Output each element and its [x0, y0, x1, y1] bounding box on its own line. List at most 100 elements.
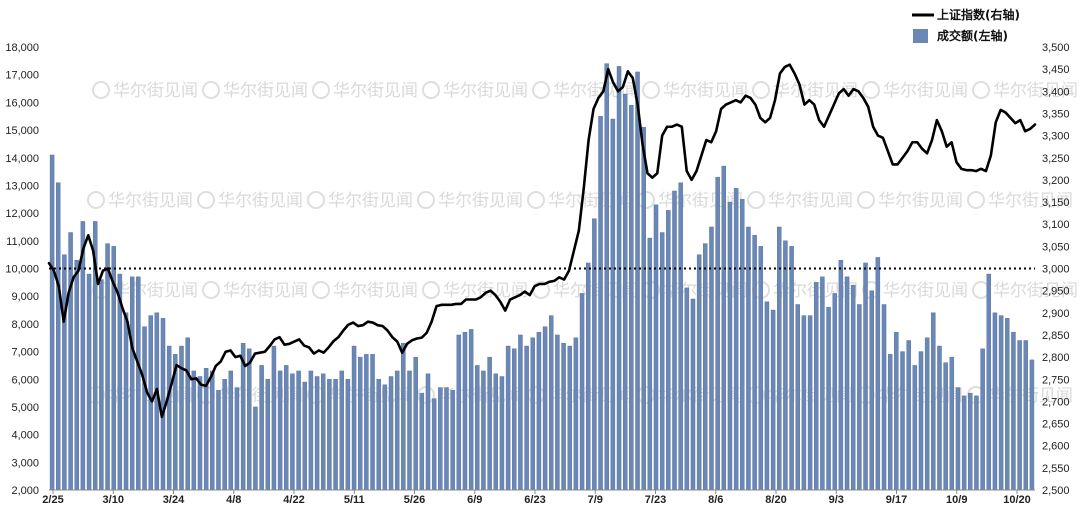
turnover-bar — [394, 370, 400, 491]
turnover-bar — [518, 334, 523, 491]
turnover-bar — [468, 329, 474, 491]
turnover-bar — [505, 345, 511, 491]
left-tick-label: 16,000 — [5, 97, 39, 109]
watermark-logo — [527, 191, 545, 209]
turnover-bar — [284, 365, 289, 491]
turnover-bar — [641, 127, 646, 491]
turnover-bar — [148, 315, 153, 491]
right-tick-label: 3,200 — [1042, 175, 1070, 187]
turnover-bar — [105, 243, 110, 491]
watermark-text: 华尔街见闻 — [883, 81, 968, 101]
right-tick-label: 2,900 — [1042, 308, 1070, 320]
watermark-logo — [747, 191, 765, 209]
turnover-bar — [222, 379, 227, 491]
watermark-text: 华尔街见闻 — [333, 281, 418, 301]
turnover-bar — [56, 182, 61, 491]
legend-bar-swatch — [913, 29, 928, 43]
watermark-logo — [202, 81, 220, 99]
x-tick-label: 8/6 — [708, 494, 723, 506]
turnover-bar — [887, 354, 893, 491]
right-tick-label: 3,300 — [1042, 131, 1070, 143]
turnover-bar — [259, 365, 264, 491]
turnover-bar — [820, 276, 825, 491]
turnover-bar — [696, 254, 702, 491]
turnover-bar — [918, 351, 924, 491]
turnover-bar — [542, 326, 548, 491]
turnover-bar — [807, 315, 813, 491]
turnover-bar — [68, 232, 73, 491]
turnover-bar — [561, 343, 566, 491]
turnover-bar — [684, 287, 690, 491]
turnover-bar — [1023, 340, 1028, 491]
turnover-bar — [357, 356, 363, 491]
watermark-text: 华尔街见闻 — [768, 191, 853, 211]
turnover-bar — [666, 210, 671, 491]
turnover-bar — [512, 348, 517, 491]
x-axis: 2/25 3/10 3/24 4/8 4/22 5/11 5/26 6/9 6/23 7/9 7/2… — [42, 490, 1031, 506]
turnover-bar — [351, 345, 357, 491]
turnover-bar — [746, 226, 751, 491]
turnover-bar — [99, 279, 104, 491]
right-tick-label: 3,100 — [1042, 219, 1070, 231]
turnover-bar — [579, 293, 585, 491]
right-tick-label: 2,750 — [1042, 374, 1070, 386]
turnover-bar — [961, 395, 967, 491]
turnover-bar — [444, 387, 449, 491]
turnover-bar — [419, 392, 425, 491]
turnover-bar — [647, 237, 653, 491]
turnover-bar — [86, 273, 92, 491]
turnover-bar — [321, 373, 326, 491]
turnover-bar — [869, 290, 874, 491]
turnover-bar — [832, 293, 837, 491]
turnover-bar — [659, 232, 665, 491]
turnover-bar — [727, 201, 733, 491]
left-tick-label: 11,000 — [6, 236, 39, 248]
legend: 上证指数(右轴) 成交额(左轴) — [912, 7, 1020, 43]
right-tick-label: 3,000 — [1042, 264, 1070, 276]
turnover-bar — [690, 298, 696, 491]
turnover-bar — [857, 304, 862, 491]
turnover-bar — [290, 373, 295, 491]
x-tick-label: 4/22 — [283, 494, 304, 506]
turnover-bar — [314, 376, 320, 491]
turnover-bar — [388, 376, 394, 491]
left-tick-label: 12,000 — [5, 208, 39, 220]
watermark-logo — [312, 281, 330, 299]
turnover-bar — [499, 376, 505, 491]
left-tick-label: 9,000 — [11, 291, 39, 303]
turnover-bar — [740, 199, 745, 491]
turnover-bar — [622, 93, 628, 491]
turnover-bar — [456, 334, 462, 491]
turnover-bar — [850, 284, 856, 491]
watermark-logo — [417, 191, 435, 209]
watermark-text: 华尔街见闻 — [988, 191, 1073, 211]
x-tick-label: 6/23 — [524, 494, 545, 506]
turnover-bar — [555, 334, 560, 491]
turnover-bar — [234, 387, 240, 491]
turnover-bar — [968, 392, 973, 491]
turnover-bar — [271, 345, 277, 491]
turnover-bar — [709, 226, 714, 491]
left-tick-label: 10,000 — [5, 264, 39, 276]
turnover-bar — [530, 337, 535, 491]
watermark-text: 华尔街见闻 — [223, 281, 308, 301]
watermark-logo — [87, 191, 105, 209]
turnover-bar — [475, 365, 480, 491]
watermark-logo — [642, 81, 660, 99]
watermark-text: 华尔街见闻 — [113, 281, 198, 301]
left-tick-label: 17,000 — [5, 70, 39, 82]
turnover-bar — [265, 379, 271, 491]
x-tick-label: 5/11 — [344, 494, 365, 506]
index-line — [47, 63, 1037, 419]
turnover-bar — [795, 304, 800, 491]
turnover-bar — [123, 312, 129, 491]
turnover-bar — [191, 370, 197, 491]
watermark-text: 华尔街见闻 — [553, 81, 638, 101]
turnover-bar — [635, 71, 640, 491]
turnover-bar — [770, 309, 776, 491]
right-axis: 2,500 2,550 2,600 2,650 2,700 2,750 2,800 2,850… — [1042, 42, 1070, 497]
watermark-text: 华尔街见闻 — [993, 81, 1078, 101]
turnover-bar — [604, 63, 609, 491]
x-tick-label: 10/9 — [946, 494, 967, 506]
